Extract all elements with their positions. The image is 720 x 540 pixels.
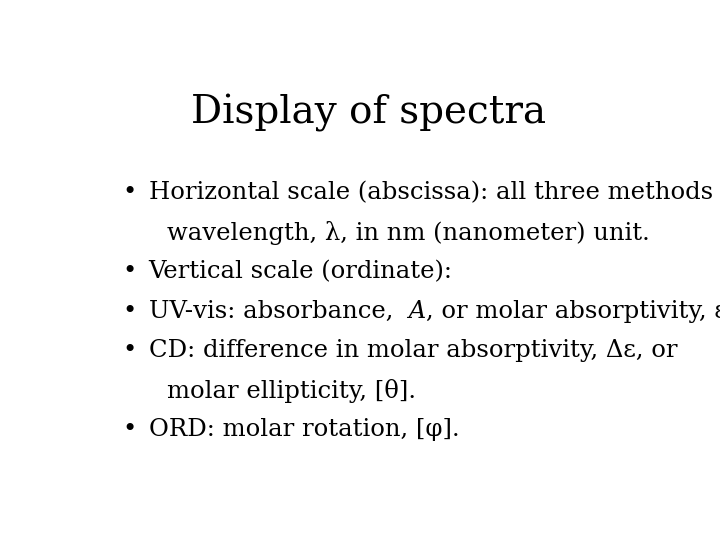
- Text: molar ellipticity, [θ].: molar ellipticity, [θ].: [167, 379, 416, 403]
- Text: Horizontal scale (abscissa): all three methods use: Horizontal scale (abscissa): all three m…: [148, 181, 720, 204]
- Text: Vertical scale (ordinate):: Vertical scale (ordinate):: [148, 260, 453, 283]
- Text: wavelength, λ, in nm (nanometer) unit.: wavelength, λ, in nm (nanometer) unit.: [167, 221, 649, 245]
- Text: •: •: [122, 181, 136, 204]
- Text: •: •: [122, 260, 136, 283]
- Text: Display of spectra: Display of spectra: [192, 94, 546, 132]
- Text: CD: difference in molar absorptivity, Δε, or: CD: difference in molar absorptivity, Δε…: [148, 339, 677, 362]
- Text: , or molar absorptivity, ε.: , or molar absorptivity, ε.: [426, 300, 720, 323]
- Text: •: •: [122, 300, 136, 323]
- Text: A: A: [401, 300, 426, 323]
- Text: ORD: molar rotation, [φ].: ORD: molar rotation, [φ].: [148, 418, 459, 441]
- Text: •: •: [122, 339, 136, 362]
- Text: UV-vis: absorbance,: UV-vis: absorbance,: [148, 300, 401, 323]
- Text: •: •: [122, 418, 136, 441]
